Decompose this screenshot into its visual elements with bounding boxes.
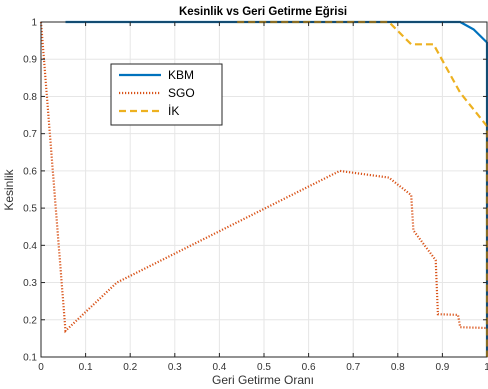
x-tick-label: 0.2 — [123, 362, 137, 373]
y-tick-label: 0.1 — [23, 353, 37, 364]
y-tick-labels: 0.1 0.2 0.3 0.4 0.5 0.6 0.7 0.8 0.9 1 — [23, 18, 37, 364]
y-tick-label: 0.9 — [23, 55, 37, 66]
y-axis-label: Kesinlik — [2, 168, 16, 210]
x-tick-label: 0.7 — [346, 362, 360, 373]
legend-label: İK — [168, 104, 179, 118]
plot-area — [39, 20, 488, 358]
x-axis-label: Geri Getirme Oranı — [212, 373, 314, 387]
x-tick-labels: 0 0.1 0.2 0.3 0.4 0.5 0.6 0.7 0.8 0.9 1 — [38, 362, 488, 373]
x-tick-label: 0.3 — [168, 362, 182, 373]
x-tick-label: 0.5 — [257, 362, 271, 373]
y-tick-label: 0.5 — [23, 204, 37, 215]
y-tick-label: 0.3 — [23, 278, 37, 289]
y-tick-label: 0.6 — [23, 166, 37, 177]
y-tick-label: 0.7 — [23, 129, 37, 140]
x-tick-label: 0.4 — [212, 362, 226, 373]
x-tick-label: 0.9 — [435, 362, 449, 373]
legend-label: KBM — [168, 68, 194, 82]
chart-title: Kesinlik vs Geri Getirme Eğrisi — [179, 6, 347, 18]
legend: KBM SGO İK — [110, 63, 223, 126]
legend-label: SGO — [168, 86, 195, 100]
tick-marks — [40, 21, 488, 358]
x-tick-label: 1 — [484, 362, 488, 373]
legend-box — [110, 63, 223, 126]
x-tick-label: 0.8 — [391, 362, 405, 373]
y-tick-label: 1 — [31, 18, 37, 29]
x-tick-label: 0.6 — [302, 362, 316, 373]
y-tick-label: 0.8 — [23, 92, 37, 103]
y-tick-label: 0.4 — [23, 241, 37, 252]
x-tick-label: 0.1 — [79, 362, 93, 373]
y-tick-label: 0.2 — [23, 315, 37, 326]
x-tick-label: 0 — [38, 362, 44, 373]
